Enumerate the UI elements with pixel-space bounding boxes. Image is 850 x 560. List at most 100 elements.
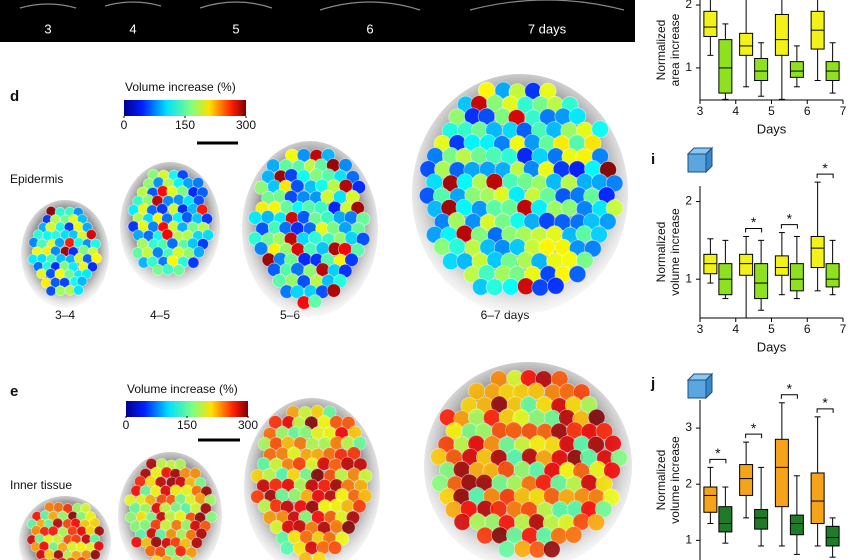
box-plot: [703, 238, 718, 284]
embryo-render: [21, 200, 109, 308]
significance-bracket: [709, 458, 727, 464]
image-strip: [0, 0, 635, 42]
cell: [190, 536, 203, 549]
x-axis-label: Days: [757, 121, 787, 136]
y-axis-label: Normalized: [654, 222, 668, 283]
cell: [568, 265, 587, 283]
y-tick-label: 3: [685, 420, 692, 434]
cell: [36, 238, 48, 250]
stage-label: 4: [129, 21, 136, 36]
panel-label: i: [651, 151, 655, 168]
y-tick-label: 2: [685, 476, 692, 490]
box: [754, 263, 769, 300]
cell: [130, 536, 143, 549]
box: [789, 61, 804, 78]
y-tick-label: 1: [685, 271, 692, 285]
cell: [268, 415, 283, 430]
box-plot: [739, 441, 754, 519]
cell: [352, 499, 367, 514]
y-tick-label: 1: [685, 533, 692, 547]
box: [774, 255, 789, 276]
cell: [497, 540, 516, 559]
cell: [513, 540, 532, 558]
cell: [352, 436, 367, 451]
embryo-render: [242, 141, 378, 317]
cell: [346, 446, 362, 461]
box-plot: [703, 466, 718, 525]
cell: [185, 546, 198, 559]
row-label: Epidermis: [10, 172, 63, 186]
significance-star: *: [751, 214, 757, 230]
box: [739, 253, 754, 276]
x-tick-label: 7: [840, 104, 847, 118]
cell: [170, 555, 183, 560]
cell: [594, 500, 613, 518]
cell: [45, 285, 57, 297]
cell: [181, 211, 194, 224]
x-axis-label: Days: [757, 339, 787, 354]
cell: [599, 212, 617, 231]
significance-bracket: [745, 433, 763, 439]
x-tick-label: 4: [732, 104, 739, 118]
cell: [531, 278, 550, 297]
significance-star: *: [751, 420, 757, 436]
colorbar-title: Volume increase (%): [127, 382, 238, 396]
cell: [205, 511, 218, 524]
cell: [66, 556, 77, 560]
embryo-render: [19, 496, 111, 560]
cell: [57, 557, 68, 560]
cell: [250, 489, 265, 504]
box: [703, 10, 718, 37]
cell: [433, 237, 451, 256]
cell: [174, 458, 187, 471]
significance-bracket: [745, 227, 763, 233]
colorbar: [126, 401, 248, 417]
box: [739, 32, 754, 56]
y-axis-label: area increase: [668, 13, 682, 86]
cell: [161, 554, 173, 560]
cell: [36, 268, 48, 280]
box: [810, 235, 825, 269]
significance-bracket: [816, 408, 834, 413]
embryo-render: [424, 362, 632, 560]
cell: [313, 200, 329, 215]
box-plot: [789, 45, 804, 88]
significance-star: *: [822, 395, 828, 411]
stage-label: 6: [366, 21, 373, 36]
y-tick-label: 2: [685, 194, 692, 208]
cell: [253, 241, 269, 256]
colorbar-tick-label: 0: [121, 118, 128, 132]
x-tick-label: 7: [840, 322, 847, 336]
cell: [485, 278, 504, 296]
cell: [327, 540, 343, 555]
cell: [579, 395, 598, 414]
box-plot: [739, 0, 754, 88]
box-plot: [703, 0, 718, 56]
x-tick-label: 3: [697, 322, 704, 336]
cell: [550, 370, 569, 388]
box: [774, 438, 789, 508]
box-plot: [754, 466, 769, 547]
box: [754, 508, 769, 530]
y-axis-label: Normalized: [654, 450, 668, 511]
box: [774, 13, 789, 56]
box-plot: [810, 181, 825, 292]
x-tick-label: 5: [768, 322, 775, 336]
y-tick-label: 1: [685, 60, 692, 74]
colorbar-title: Volume increase (%): [125, 80, 236, 94]
cell: [542, 540, 561, 559]
cell: [502, 278, 520, 296]
cell: [57, 510, 69, 522]
x-tick-label: 3: [697, 104, 704, 118]
box: [825, 525, 840, 547]
cell: [587, 513, 606, 532]
cell: [199, 502, 212, 515]
significance-bracket: [780, 394, 798, 399]
cell: [85, 229, 97, 240]
cell: [344, 252, 359, 267]
cell: [329, 519, 344, 534]
cell: [161, 263, 174, 276]
x-tick-label: 6: [804, 104, 811, 118]
significance-bracket: [780, 224, 798, 229]
colorbar-tick-label: 0: [123, 418, 130, 432]
